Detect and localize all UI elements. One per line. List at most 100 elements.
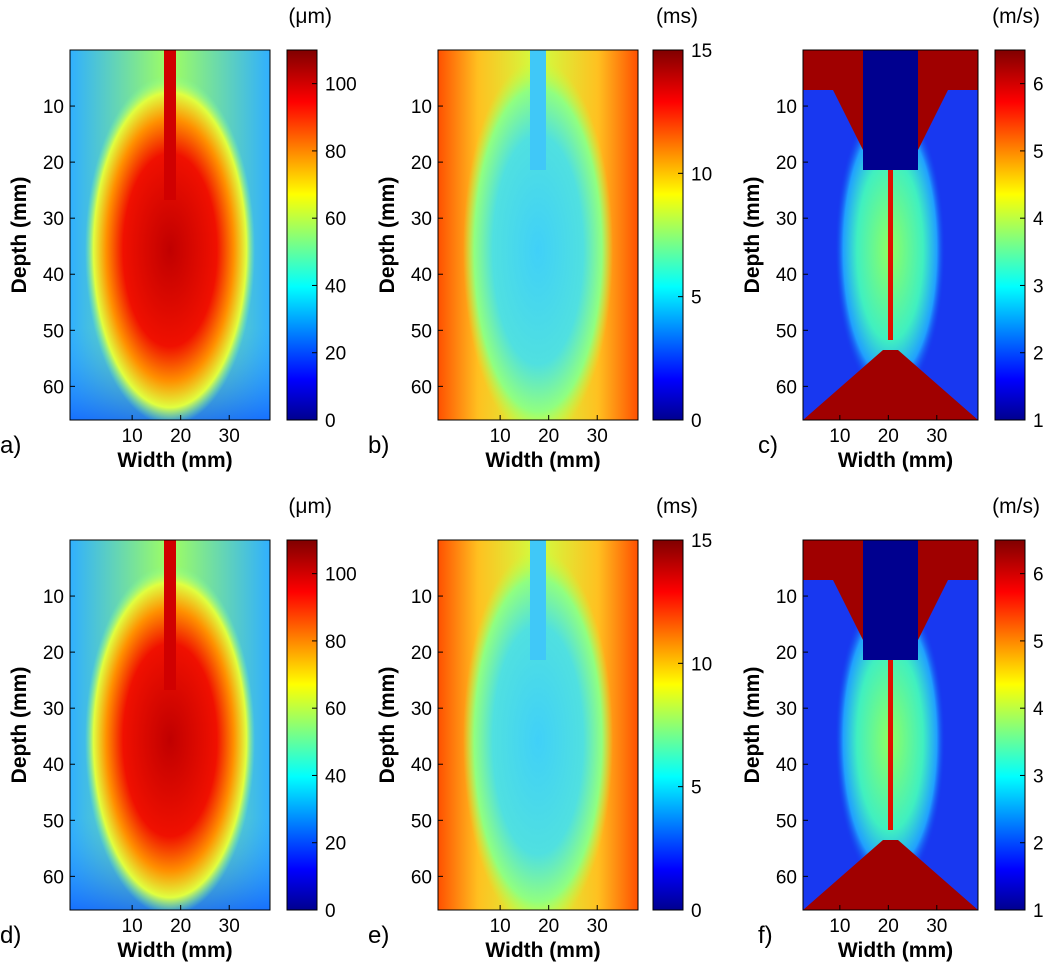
panel: 10 20 30 10 20 30 40 50 60 Width (mm) Depth (mm) a)…: [0, 5, 357, 472]
x-axis-label: Width (mm): [485, 449, 600, 472]
colorbar: [652, 49, 684, 421]
colorbar-tick-label: 10: [691, 654, 712, 675]
colorbar-tick-label: 1: [1033, 411, 1044, 432]
panel-label: d): [0, 922, 21, 949]
x-tick-label: 20: [878, 426, 899, 447]
colorbar-tick-label: 100: [325, 75, 357, 96]
y-tick-label: 40: [776, 265, 797, 286]
colorbar-unit: (ms): [656, 495, 698, 518]
x-tick-label: 30: [926, 426, 947, 447]
colorbar-tick-label: 10: [691, 164, 712, 185]
colorbar: [652, 539, 684, 911]
panel: 10 20 30 10 20 30 40 50 60 Width (mm) Depth (mm) c)…: [741, 5, 1044, 472]
colorbar-tick-label: 4: [1033, 209, 1044, 230]
x-tick-label: 10: [122, 916, 143, 937]
y-tick-label: 30: [43, 209, 64, 230]
axes-frame: [802, 539, 979, 911]
y-tick-label: 30: [411, 699, 432, 720]
colorbar-unit: (m/s): [992, 5, 1040, 28]
x-tick-label: 10: [829, 916, 850, 937]
y-tick-label: 60: [776, 867, 797, 888]
axes-frame: [69, 539, 271, 911]
y-tick-label: 20: [411, 153, 432, 174]
axes-frame: [69, 49, 271, 421]
x-tick-label: 30: [926, 916, 947, 937]
y-axis-label: Depth (mm): [8, 177, 31, 294]
y-tick-label: 20: [43, 643, 64, 664]
y-tick-label: 50: [776, 321, 797, 342]
y-tick-label: 60: [411, 377, 432, 398]
colorbar-tick-label: 5: [691, 778, 702, 799]
colorbar-unit: (μm): [288, 5, 332, 28]
y-tick-label: 40: [411, 265, 432, 286]
y-tick-label: 10: [43, 97, 64, 118]
y-tick-label: 20: [43, 153, 64, 174]
x-tick-label: 10: [490, 916, 511, 937]
colorbar-tick-label: 100: [325, 565, 357, 586]
y-tick-label: 10: [776, 587, 797, 608]
y-axis-label: Depth (mm): [376, 667, 399, 784]
colorbar-tick-label: 3: [1033, 766, 1044, 787]
colorbar-tick-label: 0: [325, 901, 336, 922]
colorbar-unit: (ms): [656, 5, 698, 28]
x-tick-label: 20: [878, 916, 899, 937]
colorbar-tick-label: 40: [325, 276, 346, 297]
y-axis-label: Depth (mm): [8, 667, 31, 784]
heatmap-image: [803, 50, 978, 420]
axes-frame: [437, 49, 639, 421]
colorbar: [994, 539, 1026, 911]
colorbar: [286, 49, 318, 421]
panel: 10 20 30 10 20 30 40 50 60 Width (mm) Depth (mm) d)…: [0, 495, 357, 962]
heatmap-image: [70, 50, 270, 420]
colorbar-tick-label: 5: [691, 288, 702, 309]
colorbar-tick-label: 80: [325, 142, 346, 163]
panel-label: a): [0, 432, 21, 459]
x-tick-label: 30: [587, 916, 608, 937]
y-tick-label: 20: [411, 643, 432, 664]
x-tick-label: 30: [219, 426, 240, 447]
x-tick-label: 20: [538, 916, 559, 937]
colorbar-tick-label: 60: [325, 209, 346, 230]
y-tick-label: 50: [43, 321, 64, 342]
colorbar-tick-label: 0: [325, 411, 336, 432]
panel: 10 20 30 10 20 30 40 50 60 Width (mm) Depth (mm) f)…: [741, 495, 1044, 962]
y-tick-label: 40: [776, 755, 797, 776]
colorbar: [994, 49, 1026, 421]
x-axis-label: Width (mm): [838, 449, 953, 472]
colorbar-tick-label: 60: [325, 699, 346, 720]
x-tick-label: 10: [490, 426, 511, 447]
colorbar: [286, 539, 318, 911]
panel-label: c): [758, 432, 778, 459]
y-axis-label: Depth (mm): [376, 177, 399, 294]
y-tick-label: 10: [411, 587, 432, 608]
heatmap-image: [803, 540, 978, 910]
colorbar-unit: (m/s): [992, 495, 1040, 518]
y-tick-label: 10: [776, 97, 797, 118]
y-tick-label: 20: [776, 153, 797, 174]
y-tick-label: 50: [411, 811, 432, 832]
y-axis-label: Depth (mm): [741, 177, 764, 294]
colorbar-tick-label: 80: [325, 632, 346, 653]
colorbar-tick-label: 5: [1033, 632, 1044, 653]
heatmap-image: [70, 540, 270, 910]
y-tick-label: 30: [776, 699, 797, 720]
colorbar-tick-label: 5: [1033, 142, 1044, 163]
y-tick-label: 30: [43, 699, 64, 720]
x-tick-label: 20: [170, 916, 191, 937]
x-tick-label: 30: [587, 426, 608, 447]
colorbar-unit: (μm): [288, 495, 332, 518]
colorbar-tick-label: 6: [1033, 565, 1044, 586]
y-tick-label: 40: [43, 755, 64, 776]
axes-frame: [437, 539, 639, 911]
panel-label: b): [368, 432, 389, 459]
colorbar-tick-label: 1: [1033, 901, 1044, 922]
x-axis-label: Width (mm): [117, 939, 232, 962]
panel-label: f): [758, 922, 773, 949]
x-tick-label: 10: [829, 426, 850, 447]
colorbar-tick-label: 0: [691, 901, 702, 922]
x-tick-label: 20: [170, 426, 191, 447]
y-tick-label: 50: [776, 811, 797, 832]
